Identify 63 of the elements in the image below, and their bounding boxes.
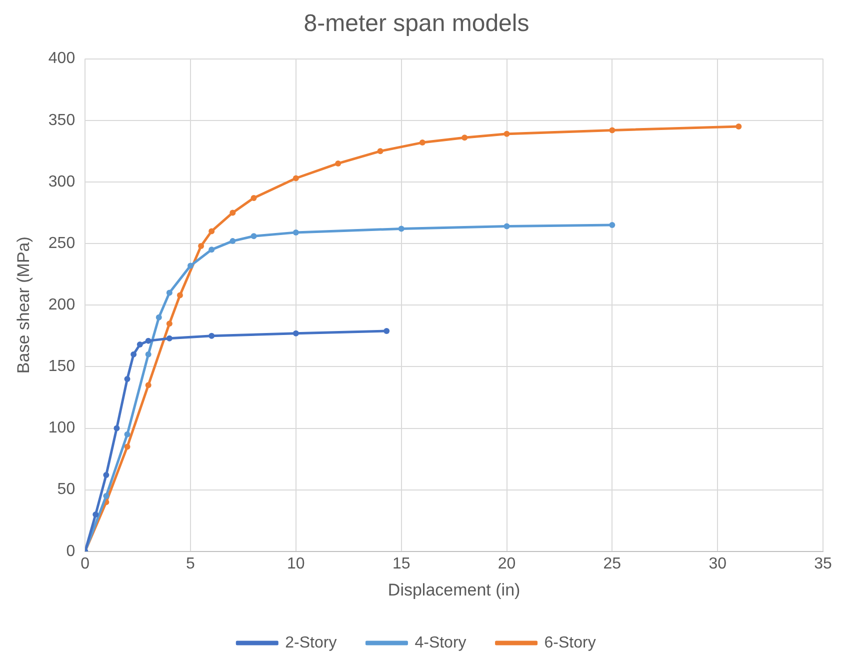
point	[335, 160, 342, 166]
point	[208, 228, 215, 234]
point	[230, 210, 236, 216]
x-tick-label: 5	[186, 555, 196, 572]
x-tick-label: 30	[708, 555, 727, 572]
point	[130, 351, 137, 358]
y-tick-label: 200	[48, 296, 76, 314]
point	[504, 223, 510, 230]
point	[609, 222, 616, 228]
point	[166, 335, 172, 342]
point	[176, 292, 183, 298]
point	[145, 382, 152, 388]
y-tick-label: 300	[48, 173, 76, 190]
point	[250, 233, 257, 240]
x-tick-label: 20	[498, 555, 516, 572]
y-tick-label: 400	[48, 50, 76, 68]
point	[156, 314, 162, 320]
point	[136, 342, 143, 348]
point	[124, 444, 130, 450]
point	[504, 130, 510, 137]
point	[292, 330, 299, 336]
y-tick-label: 150	[48, 358, 76, 376]
point	[124, 431, 130, 438]
point	[419, 140, 426, 146]
y-tick-label: 0	[66, 542, 76, 560]
point	[188, 262, 194, 269]
point	[145, 338, 152, 344]
x-tick-label: 0	[80, 555, 90, 572]
x-axis-title: Displacement (in)	[388, 580, 520, 600]
legend-label: 6-Story	[544, 634, 596, 652]
y-axis-title: Base shear (MPa)	[14, 236, 33, 374]
point	[462, 134, 468, 141]
x-tick-label: 25	[603, 555, 622, 572]
y-tick-label: 50	[57, 481, 76, 498]
point	[124, 376, 130, 382]
point	[609, 127, 616, 134]
x-tick-label: 15	[392, 555, 410, 572]
point	[377, 148, 384, 154]
point	[92, 511, 99, 518]
y-tick-label: 350	[48, 112, 76, 129]
point	[208, 246, 215, 253]
point	[292, 229, 299, 236]
point	[398, 226, 404, 232]
point	[208, 332, 215, 339]
x-tick-label: 10	[287, 555, 305, 572]
x-tick-label: 35	[814, 555, 832, 572]
point	[103, 472, 110, 478]
y-tick-label: 100	[48, 420, 76, 437]
point	[250, 194, 257, 201]
legend-label: 4-Story	[414, 634, 466, 652]
point	[166, 290, 172, 296]
point	[292, 175, 299, 182]
point	[736, 124, 742, 130]
point	[384, 328, 390, 334]
point	[230, 238, 236, 244]
y-tick-label: 250	[48, 234, 76, 252]
legend-label: 2-Story	[285, 634, 337, 652]
point	[103, 492, 110, 499]
point	[114, 425, 120, 432]
point	[145, 351, 152, 358]
chart-title: 8-meter span models	[304, 10, 530, 38]
point	[166, 320, 172, 327]
point	[198, 242, 204, 249]
